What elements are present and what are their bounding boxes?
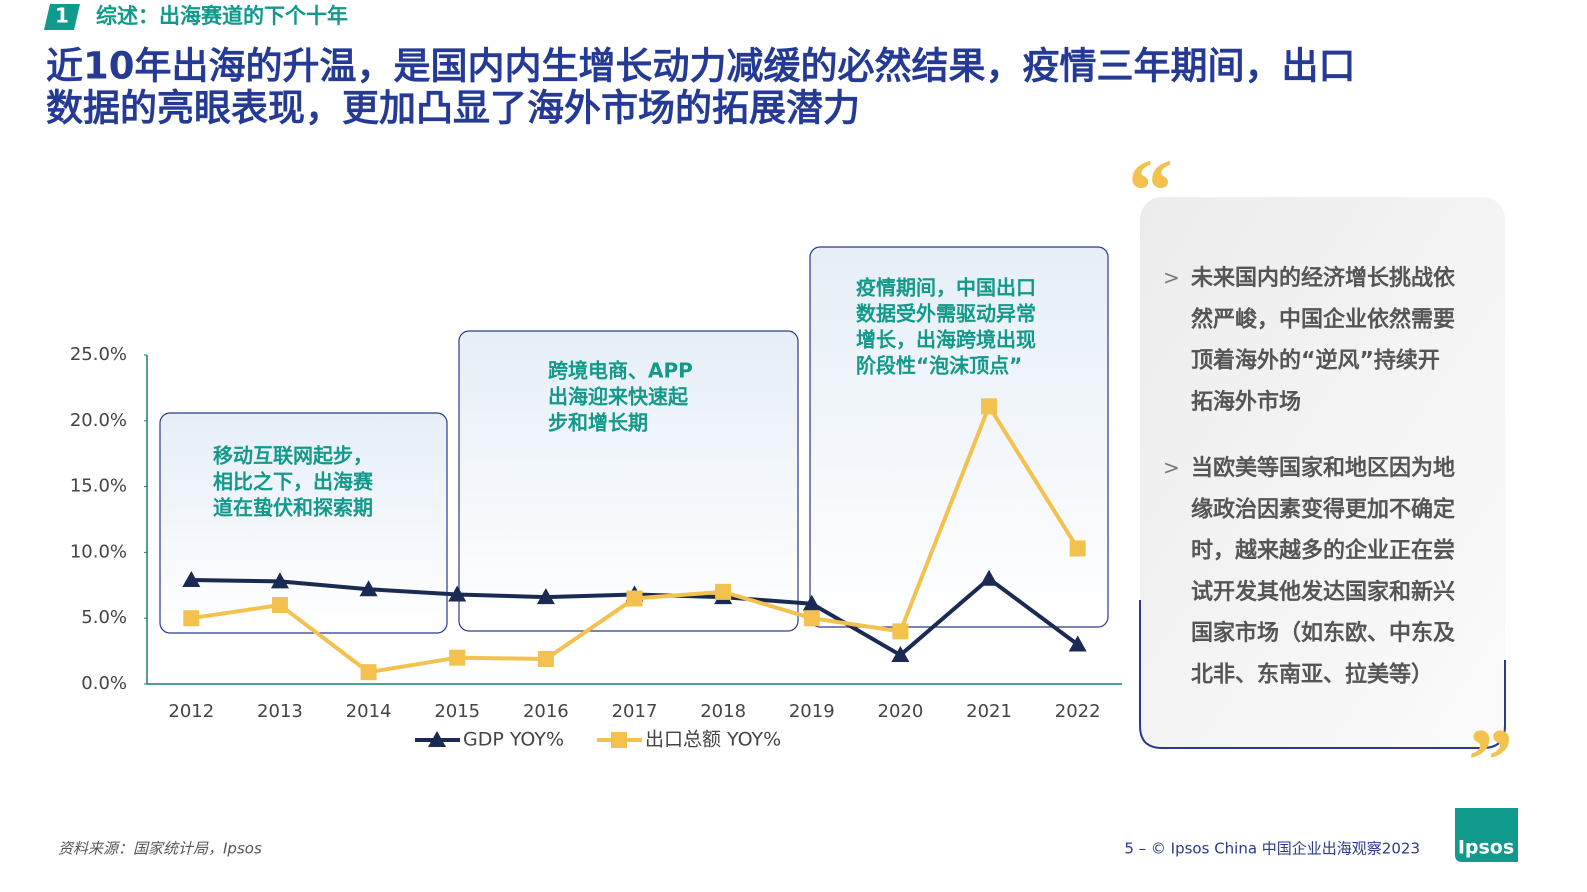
section-title: 综述：出海赛道的下个十年: [96, 4, 348, 28]
legend-label: 出口总额 YOY%: [645, 729, 781, 751]
x-tick-label: 2018: [700, 701, 746, 722]
point-marker: [891, 646, 910, 663]
x-tick-label: 2022: [1055, 701, 1101, 722]
x-tick-label: 2021: [966, 701, 1012, 722]
point-marker: [537, 650, 554, 667]
bullet-text: 然严峻，中国企业依然需要: [1191, 306, 1455, 332]
x-tick-label: 2017: [612, 701, 658, 722]
page-info: 5 – © Ipsos China 中国企业出海观察2023: [1124, 840, 1420, 858]
x-tick-label: 2014: [346, 701, 392, 722]
x-tick-label: 2012: [168, 701, 214, 722]
x-tick-label: 2019: [789, 701, 835, 722]
legend-marker: [428, 731, 446, 747]
point-marker: [626, 590, 643, 607]
bullet-marker: >: [1163, 266, 1180, 290]
point-marker: [359, 580, 378, 597]
bullet-marker: >: [1163, 456, 1180, 480]
point-marker: [1068, 635, 1087, 652]
point-marker: [449, 649, 466, 666]
bullet-text: 试开发其他发达国家和新兴: [1191, 579, 1455, 605]
point-marker: [981, 398, 998, 415]
annotation-text: 出海迎来快速起: [548, 385, 689, 409]
x-tick-label: 2016: [523, 701, 569, 722]
logo: [1455, 808, 1518, 862]
bullet-text: 拓海外市场: [1191, 389, 1301, 415]
bullet-text: 当欧美等国家和地区因为地: [1191, 455, 1455, 481]
x-tick-label: 2015: [434, 701, 480, 722]
section-number: 1: [55, 4, 69, 28]
title-line: 近10年出海的升温，是国内内生增长动力减缓的必然结果，疫情三年期间，出口: [46, 45, 1356, 88]
point-marker: [360, 664, 377, 681]
annotation-text: 道在蛰伏和探索期: [213, 496, 373, 520]
bullet-text: 缘政治因素变得更加不确定: [1191, 496, 1455, 522]
bullet-text: 国家市场（如东欧、中东及: [1191, 620, 1456, 646]
y-tick-label: 20.0%: [70, 410, 127, 431]
legend-label: GDP YOY%: [463, 729, 564, 751]
y-tick-label: 10.0%: [70, 541, 127, 562]
title-line: 数据的亮眼表现，更加凸显了海外市场的拓展潜力: [46, 87, 860, 130]
y-tick-label: 25.0%: [70, 344, 127, 365]
quote-box: [1140, 197, 1505, 748]
bullet-text: 顶着海外的“逆风”持续开: [1191, 348, 1440, 374]
point-marker: [183, 610, 200, 627]
bullet-text: 北非、东南亚、拉美等）: [1191, 662, 1433, 688]
annotation-text: 移动互联网起步，: [213, 444, 373, 468]
point-marker: [715, 583, 732, 600]
annotation-box: [458, 330, 799, 632]
bullet-text: 未来国内的经济增长挑战依: [1191, 265, 1456, 291]
x-tick-label: 2020: [878, 701, 924, 722]
legend-marker: [611, 732, 627, 748]
annotation-box: [159, 412, 448, 634]
quote-mark: “: [1128, 142, 1173, 241]
annotation-text: 相比之下，出海赛: [213, 470, 374, 494]
y-tick-label: 15.0%: [70, 476, 127, 497]
bullet-text: 时，越来越多的企业正在尝: [1191, 538, 1455, 564]
annotation-text: 疫情期间，中国出口: [856, 276, 1036, 300]
point-marker: [1069, 540, 1086, 557]
annotation-text: 阶段性“泡沫顶点”: [856, 354, 1022, 378]
point-marker: [892, 623, 909, 640]
source: 资料来源：国家统计局，Ipsos: [58, 840, 262, 858]
point-marker: [182, 571, 201, 588]
point-marker: [980, 569, 999, 586]
point-marker: [270, 572, 289, 589]
point-marker: [448, 585, 467, 602]
y-tick-label: 0.0%: [81, 673, 127, 694]
quote-mark: ”: [1468, 712, 1513, 811]
logo-text: Ipsos: [1458, 837, 1514, 859]
annotation-text: 跨境电商、APP: [548, 359, 693, 383]
section-tab: [44, 4, 80, 30]
annotation-text: 步和增长期: [548, 411, 648, 435]
point-marker: [803, 610, 820, 627]
y-tick-label: 5.0%: [81, 607, 127, 628]
annotation-text: 增长，出海跨境出现: [856, 328, 1036, 352]
point-marker: [536, 588, 555, 605]
point-marker: [802, 594, 821, 611]
quote-border: [1139, 600, 1506, 749]
annotation-text: 数据受外需驱动异常: [856, 302, 1036, 326]
x-tick-label: 2013: [257, 701, 303, 722]
point-marker: [271, 597, 288, 614]
annotation-box: [809, 246, 1109, 628]
